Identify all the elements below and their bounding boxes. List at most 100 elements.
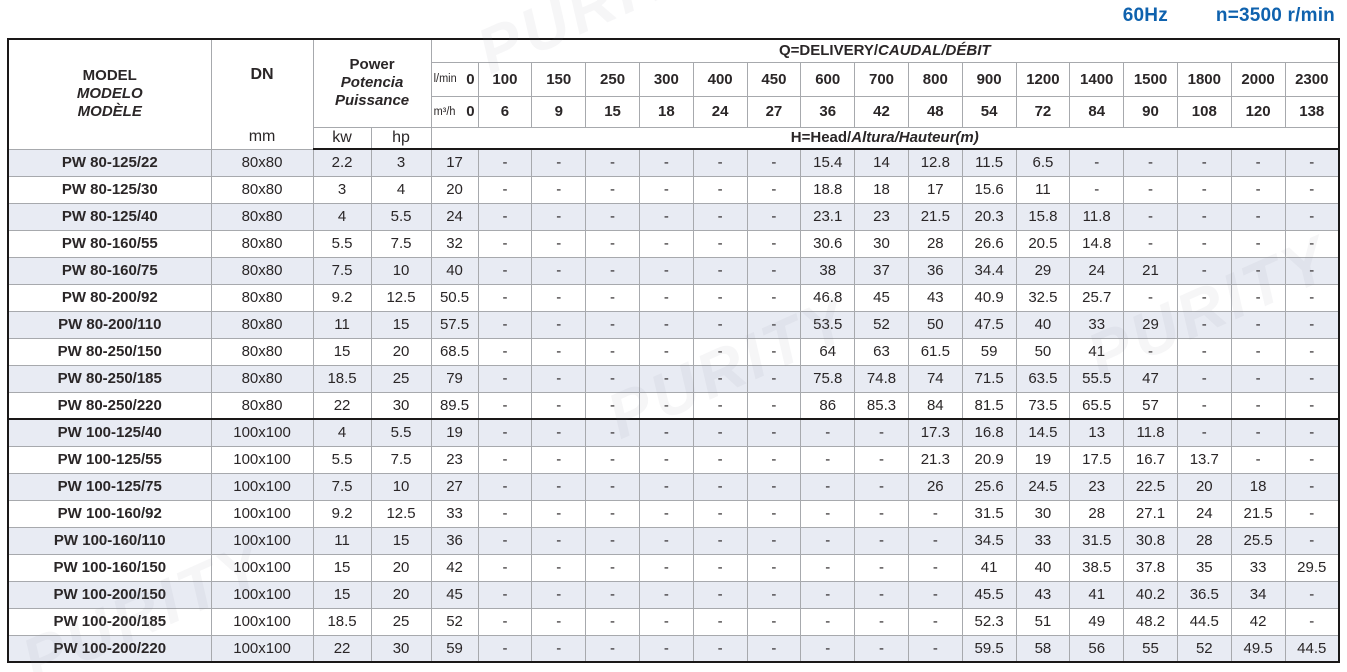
flow-m3h-value-cell: 9 <box>531 95 587 128</box>
head-cell: - <box>746 283 802 312</box>
flow-m3h-value-cell: 15 <box>585 95 640 128</box>
power-hp-cell: 15 <box>370 526 432 555</box>
table-row: PW 100-160/150 100x100 15 20 42- - - - - - - - -41 40… <box>7 553 1340 582</box>
head-cell: - <box>1176 175 1232 204</box>
head-cell: - <box>1230 202 1286 231</box>
head-cell: 27 <box>430 472 479 501</box>
head-cell: - <box>638 607 694 636</box>
head-cell: - <box>1284 526 1340 555</box>
head-cell: 14 <box>854 148 909 177</box>
model-cell: PW 80-200/110 <box>7 310 212 339</box>
head-cell: - <box>638 499 694 528</box>
head-cell: 34 <box>1230 580 1286 609</box>
head-cell: - <box>907 526 963 555</box>
head-cell: - <box>638 634 694 663</box>
head-cell: 22.5 <box>1123 472 1178 501</box>
head-cell: 31.5 <box>1069 526 1125 555</box>
head-title-plain: H=Head/ <box>790 129 852 147</box>
head-cell: - <box>585 364 640 393</box>
head-cell: 50 <box>907 310 963 339</box>
head-cell: 55.5 <box>1069 364 1125 393</box>
head-cell: - <box>746 175 802 204</box>
power-hp-cell: 7.5 <box>370 229 432 258</box>
head-cell: - <box>1284 175 1340 204</box>
table-row: PW 80-200/110 80x80 11 15 57.5- - - - - -53.5 52 50… <box>7 310 1340 339</box>
power-hp-cell: 10 <box>370 472 432 501</box>
table-row: PW 100-160/110 100x100 11 15 36- - - - - - - - -34.5… <box>7 526 1340 555</box>
head-cell: 17 <box>430 148 479 177</box>
flow-lmin-value-cell: 700 <box>854 61 909 97</box>
head-title: H=Head/Altura/Hauteur(m) <box>430 126 1340 150</box>
head-cell: - <box>1284 391 1340 420</box>
head-cell: 89.5 <box>430 391 479 420</box>
hp-unit-header: hp <box>370 126 432 150</box>
model-cell: PW 80-200/92 <box>7 283 212 312</box>
model-cell: PW 80-250/185 <box>7 364 212 393</box>
head-cell: 59 <box>430 634 479 663</box>
head-cell: - <box>1230 364 1286 393</box>
head-cell: - <box>800 499 856 528</box>
head-cell: 27.1 <box>1123 499 1178 528</box>
head-cell: 28 <box>907 229 963 258</box>
power-kw-cell: 11 <box>312 526 372 555</box>
head-cell: - <box>1284 580 1340 609</box>
model-cell: PW 80-160/55 <box>7 229 212 258</box>
head-cell: 59.5 <box>961 634 1017 663</box>
head-cell: - <box>692 526 748 555</box>
flow-lmin-value-cell: 1500 <box>1123 61 1178 97</box>
head-cell: 36 <box>907 256 963 285</box>
head-cell: - <box>1230 391 1286 420</box>
head-cell: - <box>1284 283 1340 312</box>
head-cell: 31.5 <box>961 499 1017 528</box>
head-cell: - <box>907 607 963 636</box>
head-cell: 49.5 <box>1230 634 1286 663</box>
head-cell: 40 <box>1015 310 1071 339</box>
flow-lmin-value-cell: 150 <box>531 61 587 97</box>
head-cell: 14.5 <box>1015 418 1071 447</box>
head-cell: 24 <box>1069 256 1125 285</box>
head-cell: - <box>692 148 748 177</box>
head-cell: 68.5 <box>430 337 479 366</box>
flow-lmin-value-cell: 300 <box>638 61 694 97</box>
head-cell: - <box>692 202 748 231</box>
head-cell: - <box>531 634 587 663</box>
head-cell: 57.5 <box>430 310 479 339</box>
dn-cell: 80x80 <box>210 337 314 366</box>
head-cell: - <box>800 418 856 447</box>
flow-lmin-label: l/min <box>433 73 457 85</box>
head-cell: - <box>1123 175 1178 204</box>
head-cell: - <box>1284 202 1340 231</box>
frequency-label: 60Hz <box>1122 5 1168 26</box>
head-cell: 75.8 <box>800 364 856 393</box>
table-row: PW 100-200/220 100x100 22 30 59- - - - - - - - -59.5… <box>7 634 1340 663</box>
dn-cell: 100x100 <box>210 580 314 609</box>
head-cell: - <box>477 229 533 258</box>
head-cell: - <box>1230 229 1286 258</box>
head-cell: 45 <box>430 580 479 609</box>
table-row: PW 80-250/185 80x80 18.5 25 79- - - - - -75.8 74.8… <box>7 364 1340 393</box>
head-cell: - <box>1230 148 1286 177</box>
head-cell: - <box>1176 310 1232 339</box>
head-cell: - <box>746 148 802 177</box>
head-cell: - <box>531 364 587 393</box>
head-cell: - <box>477 202 533 231</box>
head-cell: 81.5 <box>961 391 1017 420</box>
head-cell: - <box>638 526 694 555</box>
head-cell: 74.8 <box>854 364 909 393</box>
flow-m3h-value-cell: 90 <box>1123 95 1178 128</box>
head-cell: - <box>638 175 694 204</box>
flow-lmin-value-cell: 1800 <box>1176 61 1232 97</box>
power-kw-cell: 4 <box>312 202 372 231</box>
flow-lmin-value-cell: 900 <box>961 61 1017 97</box>
flow-lmin-value-cell: 2300 <box>1284 61 1340 97</box>
head-cell: 24 <box>430 202 479 231</box>
head-cell: - <box>746 553 802 582</box>
flow-m3h-value-cell: 36 <box>800 95 856 128</box>
model-cell: PW 100-200/185 <box>7 607 212 636</box>
head-cell: - <box>746 445 802 474</box>
dn-cell: 80x80 <box>210 256 314 285</box>
dn-cell: 80x80 <box>210 364 314 393</box>
power-hp-cell: 30 <box>370 634 432 663</box>
head-cell: 30 <box>1015 499 1071 528</box>
